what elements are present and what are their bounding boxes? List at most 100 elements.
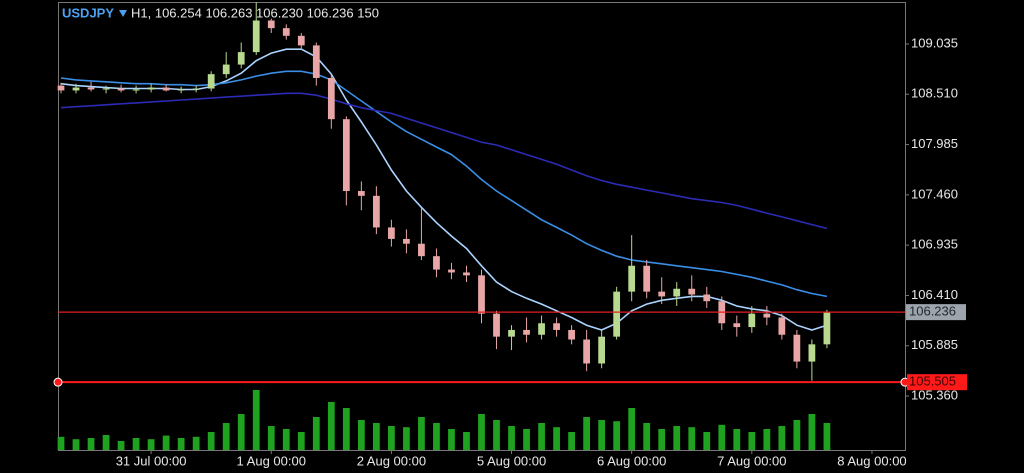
volume-bar (733, 429, 741, 450)
candle-body (132, 89, 140, 91)
candle-body (207, 74, 215, 89)
x-tick-label: 6 Aug 00:00 (597, 453, 666, 468)
volume-bar (643, 423, 651, 450)
volume-bar (177, 438, 185, 450)
candle-body (763, 313, 771, 318)
alert-label-box (907, 374, 967, 391)
volume-bar (267, 426, 275, 450)
x-tick-label: 31 Jul 00:00 (116, 453, 187, 468)
candle-body (808, 344, 816, 362)
bid-label: 106.236 (909, 304, 956, 319)
y-tick-label: 107.985 (911, 136, 958, 151)
candle-body (463, 272, 470, 276)
candle-body (703, 294, 711, 302)
y-tick-label: 105.885 (911, 337, 958, 352)
x-tick-label: 7 Aug 00:00 (717, 453, 786, 468)
volume-bar (763, 429, 771, 450)
volume-bar (583, 417, 591, 450)
volume-bar (357, 420, 365, 450)
y-tick-label: 109.035 (911, 35, 958, 50)
candle-body (598, 336, 606, 364)
volume-bar (117, 441, 125, 450)
x-tick-label: 1 Aug 00:00 (237, 453, 306, 468)
volume-bar (222, 423, 230, 450)
volume-bar (718, 424, 726, 450)
candle-body (162, 87, 170, 91)
volume-bar (538, 423, 545, 450)
volume-bar (162, 435, 170, 450)
y-tick-label: 105.360 (911, 387, 958, 402)
volume-bar (433, 423, 440, 450)
candle-body (147, 87, 155, 90)
candle-body (688, 288, 696, 295)
candle-body (748, 313, 756, 328)
volume-bar (282, 429, 290, 450)
volume-bar (628, 408, 636, 450)
y-tick-label: 106.410 (911, 287, 958, 302)
volume-bar (508, 426, 515, 450)
candle-body (778, 317, 786, 335)
volume-bar (372, 423, 380, 450)
moving-average (60, 70, 828, 298)
volume-bar (553, 427, 560, 450)
candle-body (673, 288, 681, 297)
volume-bar (463, 432, 470, 450)
candle-body (418, 243, 425, 257)
quote-info: H1, 106.254 106.263 106.230 106.236 150 (131, 5, 379, 20)
volume-bar (207, 432, 215, 450)
candle-body (237, 52, 245, 65)
volume-bar (327, 402, 335, 450)
candle-body (583, 339, 591, 364)
volume-bar (703, 432, 711, 450)
candle-body (628, 265, 636, 292)
volume-bar (778, 426, 786, 450)
candle-body (282, 28, 290, 36)
bid-label-box (906, 304, 966, 321)
volume-bar (403, 427, 410, 450)
candle-body (568, 329, 575, 340)
volume-bar (418, 417, 425, 450)
candle-body (508, 329, 515, 337)
candle-body (357, 191, 365, 196)
candle-body (493, 313, 500, 337)
volume-bar (673, 426, 681, 450)
moving-average (60, 48, 828, 331)
plot-frame (58, 2, 906, 451)
volume-bar (312, 417, 320, 450)
volume-bar (568, 432, 575, 450)
volume-bar (493, 420, 500, 450)
volume-bar (823, 423, 831, 450)
volume-bar (793, 420, 801, 450)
candle-body (102, 88, 110, 90)
volume-bar (102, 435, 110, 450)
volume-bar (658, 429, 666, 450)
candle-body (192, 88, 200, 90)
volume-bar (72, 439, 80, 450)
candle-body (658, 291, 666, 297)
x-tick-label: 5 Aug 00:00 (477, 453, 546, 468)
volume-bar (87, 438, 95, 450)
symbol[interactable]: USDJPY (62, 5, 114, 20)
moving-average (60, 92, 828, 230)
volume-bar (57, 436, 65, 450)
candle-body (793, 334, 801, 362)
alert-label: 105.505 (909, 374, 956, 389)
x-tick-label: 8 Aug 00:00 (837, 453, 906, 468)
candle-body (327, 77, 335, 120)
volume-bar (598, 420, 606, 450)
candle-body (312, 45, 320, 78)
candle-body (643, 265, 651, 292)
candle-body (57, 85, 65, 91)
symbol-dropdown-icon[interactable] (119, 10, 127, 17)
candle-body (342, 119, 350, 192)
candle-body (87, 87, 95, 90)
volume-bar (252, 390, 260, 450)
candle-body (448, 269, 455, 273)
volume-bar (132, 438, 140, 450)
volume-bar (297, 432, 305, 450)
candle-body (267, 20, 275, 29)
y-tick-label: 108.510 (911, 86, 958, 101)
candle-body (177, 89, 185, 91)
